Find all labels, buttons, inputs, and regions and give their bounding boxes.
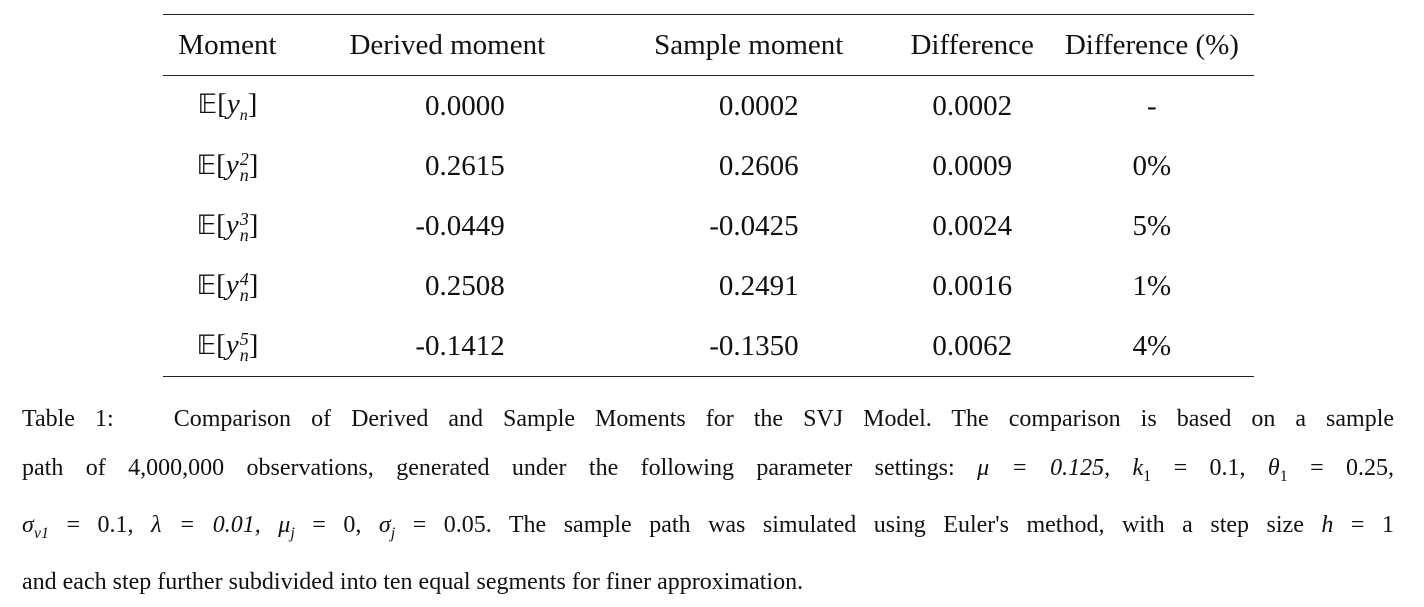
table-row: 𝔼[y 4 n] 0.2508 0.2491 0.0016 1% bbox=[163, 256, 1254, 316]
table-caption: Table 1: Comparison of Derived and Sampl… bbox=[22, 395, 1394, 607]
difference-pct-cell: 5% bbox=[1132, 209, 1172, 242]
derived-cell: 0.0000 bbox=[425, 89, 505, 122]
sample-cell: -0.1350 bbox=[709, 329, 799, 362]
moment-cell: 𝔼[y 3 n] bbox=[196, 209, 259, 245]
moment-cell: 𝔼[yn] bbox=[197, 87, 258, 124]
moment-cell: 𝔼[y 4 n] bbox=[196, 269, 259, 305]
difference-cell: 0.0062 bbox=[932, 329, 1013, 362]
caption-line-1: Table 1: Comparison of Derived and Sampl… bbox=[22, 395, 1394, 444]
derived-cell: 0.2615 bbox=[425, 149, 505, 182]
difference-cell: 0.0002 bbox=[932, 89, 1013, 122]
header-sample-moment: Sample moment bbox=[654, 28, 844, 61]
caption-line-4: and each step further subdivided into te… bbox=[22, 568, 804, 595]
difference-cell: 0.0016 bbox=[932, 269, 1013, 302]
caption-line-2: path of 4,000,000 observations, generate… bbox=[22, 455, 1395, 485]
derived-cell: -0.0449 bbox=[415, 209, 505, 242]
moments-table: Moment Derived moment Sample moment Diff… bbox=[163, 14, 1254, 377]
moment-cell: 𝔼[y 5 n] bbox=[196, 329, 259, 365]
difference-pct-cell: 1% bbox=[1132, 269, 1172, 302]
difference-cell: 0.0009 bbox=[932, 149, 1013, 182]
derived-cell: -0.1412 bbox=[415, 329, 505, 362]
sample-cell: 0.2606 bbox=[718, 149, 799, 182]
table-row: 𝔼[y 2 n] 0.2615 0.2606 0.0009 0% bbox=[163, 136, 1254, 196]
header-difference: Difference bbox=[910, 28, 1034, 61]
sample-cell: -0.0425 bbox=[709, 209, 799, 242]
sample-cell: 0.0002 bbox=[718, 89, 799, 122]
table-header-row: Moment Derived moment Sample moment Diff… bbox=[163, 14, 1254, 76]
difference-pct-cell: 4% bbox=[1132, 329, 1172, 362]
table-row: 𝔼[yn] 0.0000 0.0002 0.0002 - bbox=[163, 76, 1254, 137]
difference-pct-cell: - bbox=[1147, 89, 1157, 122]
sample-cell: 0.2491 bbox=[718, 269, 799, 302]
header-difference-pct: Difference (%) bbox=[1064, 28, 1239, 61]
table-row: 𝔼[y 5 n] -0.1412 -0.1350 0.0062 4% bbox=[163, 316, 1254, 377]
difference-cell: 0.0024 bbox=[932, 209, 1013, 242]
moments-table-container: Moment Derived moment Sample moment Diff… bbox=[163, 14, 1254, 377]
caption-label: Table 1: bbox=[22, 406, 114, 432]
caption-line-3: σv1 = 0.1, λ = 0.01, μj = 0, σj = 0.05. … bbox=[22, 511, 1394, 542]
moment-cell: 𝔼[y 2 n] bbox=[196, 149, 259, 185]
header-derived-moment: Derived moment bbox=[349, 28, 546, 61]
caption-text-1: Comparison of Derived and Sample Moments… bbox=[173, 406, 1395, 432]
table-row: 𝔼[y 3 n] -0.0449 -0.0425 0.0024 5% bbox=[163, 196, 1254, 256]
header-moment: Moment bbox=[178, 28, 277, 61]
derived-cell: 0.2508 bbox=[425, 269, 505, 302]
difference-pct-cell: 0% bbox=[1132, 149, 1172, 182]
